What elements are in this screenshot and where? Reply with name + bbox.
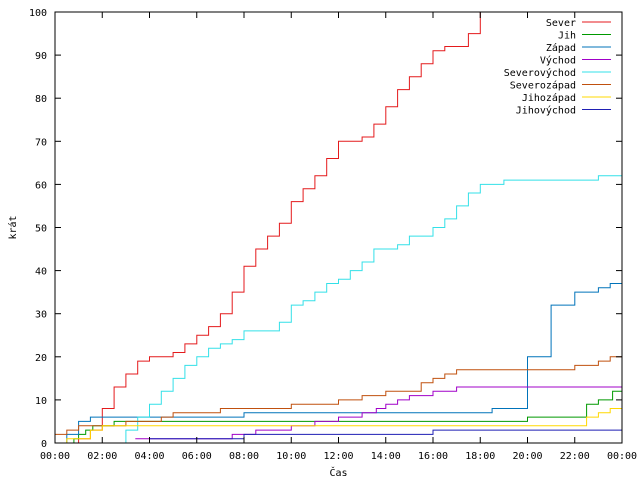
- series-line-4: [135, 386, 622, 440]
- legend-label: Severozápad: [510, 80, 576, 92]
- series-line-7: [59, 404, 623, 444]
- x-tick-label: 20:00: [512, 451, 542, 462]
- legend-label: Východ: [540, 55, 576, 67]
- legend-label: Severovýchod: [504, 67, 576, 79]
- ticks-layer: 00:00 02:00 04:00 06:00 08:00 10:00 12:00 14:00…: [29, 8, 637, 462]
- legend-label: Západ: [546, 42, 576, 54]
- x-tick-label: 18:00: [465, 451, 495, 462]
- series-line-5: [118, 175, 622, 444]
- x-tick-label: 06:00: [182, 451, 212, 462]
- x-tick-label: 00:00: [607, 451, 637, 462]
- y-tick-label: 100: [29, 8, 47, 19]
- y-tick-label: 20: [35, 353, 47, 364]
- x-tick-label: 08:00: [229, 451, 259, 462]
- x-tick-label: 16:00: [418, 451, 448, 462]
- x-axis-title: Čas: [329, 466, 347, 479]
- series-line-6: [55, 356, 622, 435]
- legend-label: Jih: [558, 31, 576, 42]
- y-tick-label: 30: [35, 310, 47, 321]
- x-tick-label: 04:00: [134, 451, 164, 462]
- x-tick-label: 10:00: [276, 451, 306, 462]
- x-tick-label: 22:00: [560, 451, 590, 462]
- series-line-3: [59, 253, 623, 444]
- legend-label: Jihozápad: [522, 92, 576, 104]
- y-tick-label: 0: [41, 439, 47, 450]
- y-tick-label: 10: [35, 396, 47, 407]
- x-tick-label: 12:00: [323, 451, 353, 462]
- y-tick-label: 50: [35, 224, 47, 235]
- y-tick-label: 60: [35, 180, 47, 191]
- y-tick-label: 80: [35, 94, 47, 105]
- x-tick-label: 00:00: [40, 451, 70, 462]
- y-tick-label: 70: [35, 137, 47, 148]
- x-tick-label: 14:00: [371, 451, 401, 462]
- series-line-1: [69, 12, 481, 444]
- legend: Sever JihZápadVýchodSeverovýchodSeverozáp…: [504, 18, 611, 117]
- y-tick-label: 90: [35, 51, 47, 62]
- x-tick-label: 02:00: [87, 451, 117, 462]
- y-axis-title: krát: [7, 215, 19, 239]
- legend-label: Jihovýchod: [516, 105, 576, 117]
- legend-label: Sever: [546, 18, 576, 29]
- y-tick-label: 40: [35, 267, 47, 278]
